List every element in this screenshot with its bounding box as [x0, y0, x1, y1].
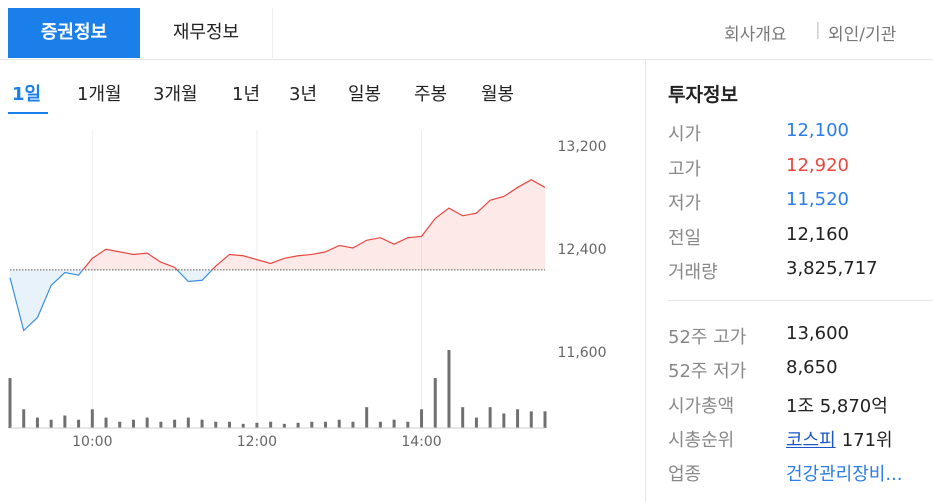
volume-bar [337, 419, 341, 428]
y-tick-label: 11,600 [558, 345, 607, 361]
volume-bar [269, 421, 273, 428]
x-tick-label: 12:00 [237, 434, 277, 450]
volume-bar [296, 422, 300, 428]
volume-bar [365, 407, 369, 428]
y-tick-label: 12,400 [558, 242, 607, 258]
volume-bar [118, 421, 122, 428]
rank: 171위 [841, 430, 893, 451]
separator: | [815, 20, 821, 40]
volume-bar [241, 423, 245, 428]
volume-bar [227, 421, 231, 428]
info-value: 코스피 171위 [786, 426, 893, 452]
link[interactable]: 외인/기관 [828, 25, 897, 45]
info-value: 13,600 [786, 323, 849, 344]
period[interactable]: 3개월 [153, 84, 198, 105]
info-value: 12,920 [786, 155, 849, 176]
volume-bar [502, 413, 506, 428]
period[interactable]: 주봉 [414, 84, 448, 105]
info-value: 12,100 [786, 120, 849, 141]
y-tick-label: 13,200 [558, 139, 607, 155]
info-label: 저가 [668, 193, 702, 214]
panel-divider [645, 60, 646, 502]
volume-bar [255, 422, 259, 428]
info-divider [668, 300, 933, 301]
x-tick-label: 10:00 [72, 434, 112, 450]
volume-bar [447, 350, 451, 428]
volume-bar [282, 423, 286, 428]
period[interactable]: 1개월 [77, 84, 122, 105]
volume-bar [90, 409, 94, 428]
chart: 10:00 12:00 14:00 11,600 12,400 13,200 [8, 130, 607, 450]
info-label: 고가 [668, 159, 702, 180]
info-label: 시총순위 [668, 430, 735, 451]
volume-bar [529, 411, 533, 428]
volume-bar [8, 378, 12, 428]
link[interactable]: 회사개요 [724, 25, 787, 45]
info-label: 거래량 [668, 262, 718, 283]
volume-bar [406, 421, 410, 428]
period-underline [8, 112, 48, 114]
volume-bar [392, 419, 396, 428]
period[interactable]: 1년 [232, 84, 261, 105]
volume-bar [186, 417, 190, 428]
period[interactable]: 월봉 [481, 84, 515, 105]
volume-bar [49, 419, 53, 428]
x-tick-label: 14:00 [401, 434, 441, 450]
volume-bar [420, 409, 424, 428]
volume-bar [378, 421, 382, 428]
info-value: 1조 5,870억 [786, 396, 888, 417]
volume-bar [433, 378, 437, 428]
period[interactable]: 일봉 [348, 84, 382, 105]
info-value: 11,520 [786, 189, 849, 210]
volume-bar [200, 419, 204, 428]
volume-bar [488, 407, 492, 428]
volume-bar [145, 417, 149, 428]
tab-active[interactable]: 증권정보 [8, 8, 140, 58]
info-title: 투자정보 [668, 84, 738, 106]
volume-bar [461, 407, 465, 428]
volume-bar [351, 421, 355, 428]
info-label: 전일 [668, 228, 702, 249]
market-link[interactable]: 코스피 [786, 430, 836, 451]
volume-bar [35, 417, 39, 428]
tab[interactable]: 재무정보 [140, 8, 273, 58]
volume-bar [516, 409, 520, 428]
info-label: 52주 고가 [668, 327, 747, 348]
volume-bar [543, 411, 547, 428]
volume-bar [63, 415, 67, 428]
volume-bar [310, 421, 314, 428]
volume-bar [324, 421, 328, 428]
volume-bar [131, 419, 135, 428]
info-value: 건강관리장비... [786, 464, 903, 485]
info-label: 시가 [668, 124, 702, 145]
info-label: 52주 저가 [668, 361, 747, 382]
info-label: 업종 [668, 464, 702, 485]
header-divider [0, 59, 933, 60]
volume-bar [474, 417, 478, 428]
info-value: 8,650 [786, 357, 838, 378]
volume-bar [77, 419, 81, 428]
price-line [9, 179, 546, 332]
info-label: 시가총액 [668, 396, 735, 417]
period[interactable]: 3년 [289, 84, 318, 105]
price-area [10, 179, 545, 331]
info-value: 3,825,717 [786, 258, 878, 279]
period-active[interactable]: 1일 [12, 84, 42, 105]
volume-bar [159, 421, 163, 428]
volume-bar [173, 419, 177, 428]
info-value: 12,160 [786, 224, 849, 245]
volume-bar [22, 409, 26, 428]
volume-bar [104, 417, 108, 428]
volume-bar [214, 421, 218, 428]
